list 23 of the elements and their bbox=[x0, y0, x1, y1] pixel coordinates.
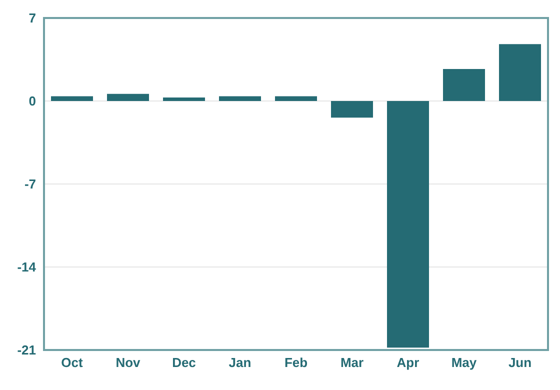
x-tick-label: Oct bbox=[61, 355, 84, 370]
y-tick-label: 0 bbox=[28, 94, 36, 109]
x-tick-label: Jan bbox=[228, 355, 252, 370]
x-tick-label: May bbox=[451, 355, 478, 370]
bar bbox=[51, 96, 93, 101]
bar bbox=[387, 101, 429, 348]
bar bbox=[219, 96, 261, 101]
bar bbox=[499, 44, 541, 101]
x-tick-label: Nov bbox=[116, 355, 142, 370]
bar bbox=[331, 101, 373, 118]
y-tick-label: -7 bbox=[24, 176, 36, 192]
bar bbox=[443, 68, 485, 101]
x-tick-label: Dec bbox=[172, 355, 196, 370]
x-tick-label: Jun bbox=[508, 355, 532, 370]
bar bbox=[275, 96, 317, 101]
bar bbox=[163, 97, 205, 101]
x-tick-label: Feb bbox=[284, 355, 308, 370]
y-tick-label: -14 bbox=[17, 260, 37, 275]
bar bbox=[107, 94, 149, 101]
y-tick-label: 7 bbox=[28, 10, 36, 26]
x-tick-label: Apr bbox=[396, 355, 420, 370]
y-tick-label: -21 bbox=[17, 342, 36, 358]
x-tick-label: Mar bbox=[340, 355, 364, 370]
